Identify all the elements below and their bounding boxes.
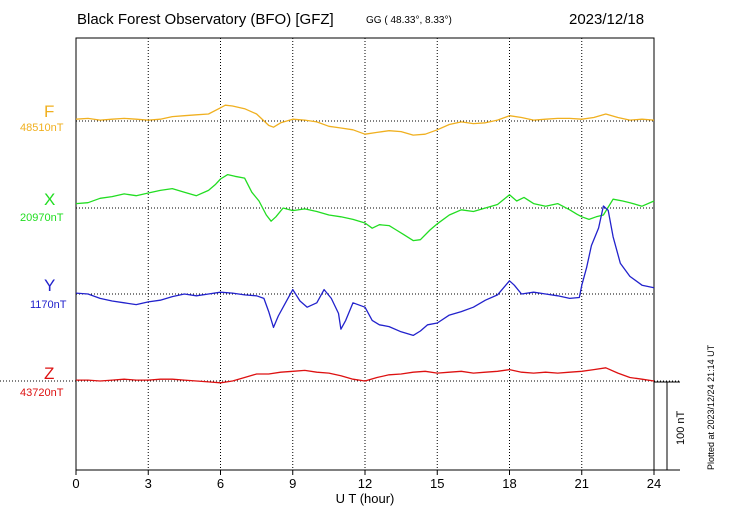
grid xyxy=(147,38,583,470)
series-line-x xyxy=(75,173,655,242)
component-label-x: X xyxy=(44,190,56,209)
component-label-y: Y xyxy=(44,276,56,295)
series-lines xyxy=(75,104,655,384)
x-axis-label: U T (hour) xyxy=(336,491,395,506)
x-tick-label: 9 xyxy=(289,476,296,491)
series-line-f xyxy=(75,104,655,136)
x-tick-label: 15 xyxy=(430,476,444,491)
x-tick-label: 18 xyxy=(502,476,516,491)
component-baseline-f: 48510nT xyxy=(20,122,64,134)
x-tick-label: 0 xyxy=(72,476,79,491)
x-tick-label: 21 xyxy=(575,476,589,491)
series-line-z xyxy=(76,367,655,384)
component-label-z: Z xyxy=(44,364,55,383)
component-baseline-z: 43720nT xyxy=(20,387,64,399)
x-tick-label: 12 xyxy=(358,476,372,491)
baselines xyxy=(0,120,680,382)
x-ticks: 0 3 6 9 12 15 18 21 24 xyxy=(72,470,661,491)
station-coordinates: GG ( 48.33°, 8.33°) xyxy=(366,15,452,26)
scale-bar-label: 100 nT xyxy=(675,410,687,445)
component-baseline-x: 20970nT xyxy=(20,212,64,224)
plotted-timestamp: Plotted at 2023/12/24 21:14 UT xyxy=(706,344,716,470)
x-tick-label: 3 xyxy=(145,476,152,491)
chart-date: 2023/12/18 xyxy=(569,11,645,28)
chart-title: Black Forest Observatory (BFO) [GFZ] xyxy=(77,11,334,28)
x-tick-label: 24 xyxy=(647,476,661,491)
component-baseline-y: 1170nT xyxy=(30,299,67,311)
x-tick-label: 6 xyxy=(217,476,224,491)
component-label-f: F xyxy=(44,102,55,121)
series-line-y xyxy=(75,205,655,337)
scale-bar: 100 nT xyxy=(654,381,687,471)
